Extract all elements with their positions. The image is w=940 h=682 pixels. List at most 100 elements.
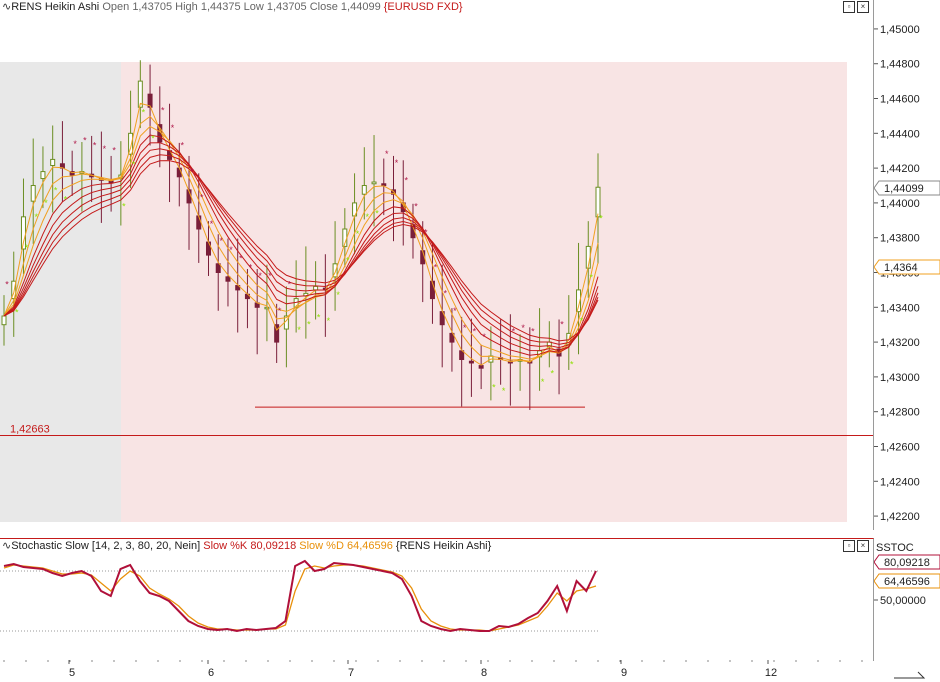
- ma-price-tag-text: 1,4364: [884, 262, 918, 274]
- moving-average-line: [3, 134, 599, 356]
- sar-marker: *: [521, 323, 525, 333]
- sar-marker: *: [44, 198, 48, 208]
- sar-marker: *: [181, 140, 185, 150]
- sar-marker: *: [73, 139, 77, 149]
- legend-high: 1,44375: [200, 1, 241, 13]
- sar-marker: *: [492, 382, 496, 392]
- restore-icon[interactable]: ▫: [843, 540, 855, 552]
- price-tick-label: 1,45000: [880, 24, 920, 36]
- sar-marker: *: [560, 320, 564, 330]
- stoch-k-tag-text: 80,09218: [884, 557, 930, 569]
- candle-body: [196, 215, 202, 230]
- candle-body: [264, 306, 270, 310]
- close-icon[interactable]: ×: [857, 1, 869, 13]
- price-tick-label: 1,43400: [880, 302, 920, 314]
- price-chart-canvas: * * * * * * * * * * * * * * * * * * * * * * * * * * * * * * * * * * * * * * * *…: [0, 60, 873, 522]
- stochastic-axis[interactable]: SSTOC 80,09218 64,46596 50,00000: [874, 538, 940, 660]
- sar-marker: *: [580, 316, 584, 326]
- price-tick-label: 1,42800: [880, 407, 920, 419]
- price-tick-label: 1,44200: [880, 163, 920, 175]
- sar-marker: *: [463, 323, 467, 333]
- close-icon[interactable]: ×: [857, 540, 869, 552]
- session-shade-pink: [121, 62, 847, 522]
- sar-marker: *: [307, 320, 311, 330]
- candle-body: [274, 324, 280, 343]
- sar-marker: *: [570, 360, 574, 370]
- resize-corner-icon[interactable]: [890, 662, 930, 682]
- sar-marker: *: [34, 212, 38, 222]
- zigzag-icon: ∿: [2, 540, 12, 552]
- candle-body: [215, 263, 221, 274]
- price-chart-pane[interactable]: ∿RENS Heikin Ashi Open 1,43705 High 1,44…: [0, 0, 874, 530]
- stoch-source: {RENS Heikin Ashi}: [395, 540, 492, 552]
- time-tick-label: 5: [69, 667, 75, 679]
- sar-marker: *: [473, 327, 477, 337]
- stoch-d-tag: 64,46596: [874, 573, 940, 589]
- legend-title: RENS Heikin Ashi: [11, 1, 100, 13]
- time-tick-label: 9: [621, 667, 627, 679]
- candle-body: [176, 167, 182, 178]
- candle-body: [595, 186, 601, 218]
- sar-marker: *: [317, 313, 321, 323]
- candle-body: [40, 171, 46, 180]
- stochastic-pane[interactable]: ∿Stochastic Slow [14, 2, 3, 80, 20, Nein…: [0, 538, 874, 661]
- moving-average-line: [3, 142, 599, 352]
- sar-marker: *: [54, 186, 58, 196]
- sar-marker: *: [171, 123, 175, 133]
- price-tick-label: 1,44000: [880, 198, 920, 210]
- moving-average-line: [3, 125, 599, 360]
- price-tick-label: 1,44600: [880, 94, 920, 106]
- sar-marker: *: [551, 368, 555, 378]
- sar-marker: *: [103, 144, 107, 154]
- sar-marker: *: [590, 273, 594, 283]
- price-tick-label: 1,42600: [880, 441, 920, 453]
- sar-marker: *: [531, 327, 535, 337]
- price-tick-label: 1,42400: [880, 476, 920, 488]
- sar-marker: *: [336, 290, 340, 300]
- candle-body: [468, 360, 474, 364]
- candle-body: [576, 289, 582, 313]
- time-axis[interactable]: 5 6 7 8 9 12: [0, 660, 873, 682]
- sar-marker: *: [502, 386, 506, 396]
- candle-body: [313, 285, 319, 291]
- stoch-k-tag: 80,09218: [874, 554, 940, 570]
- sar-marker: *: [482, 332, 486, 342]
- legend-close-label: Close: [309, 1, 338, 13]
- sar-marker: *: [512, 327, 516, 337]
- support-line-label: 1,42663: [10, 424, 50, 436]
- restore-icon[interactable]: ▫: [843, 1, 855, 13]
- sar-marker: *: [443, 288, 447, 298]
- sar-marker: *: [219, 236, 223, 246]
- stochastic-canvas: [0, 559, 598, 633]
- stoch-d-value: 64,46596: [346, 540, 393, 552]
- sar-marker: *: [64, 194, 68, 204]
- candle-body: [361, 185, 367, 195]
- sar-marker: *: [112, 146, 116, 156]
- stoch-k-tag-box: [874, 554, 940, 570]
- moving-average-line: [3, 115, 599, 362]
- stoch-tick-label: 50,00000: [880, 595, 926, 607]
- stoch-d-label: Slow %D: [299, 540, 344, 552]
- candle-body: [371, 181, 377, 185]
- sar-marker: *: [346, 255, 350, 265]
- price-axis[interactable]: 1,45000 1,44800 1,44600 1,44400 1,44200 1,440…: [874, 0, 940, 530]
- sar-marker: *: [375, 208, 379, 218]
- sar-marker: *: [190, 167, 194, 177]
- legend-open-label: Open: [102, 1, 130, 13]
- stoch-d-tag-box: [874, 573, 940, 589]
- sar-marker: *: [268, 271, 272, 281]
- sar-marker: *: [5, 280, 9, 290]
- sar-marker: *: [424, 227, 428, 237]
- sar-marker: *: [356, 229, 360, 239]
- sar-marker: *: [599, 214, 603, 224]
- time-tick-label: 6: [208, 667, 214, 679]
- candle-body: [400, 202, 406, 213]
- candle-body: [478, 365, 484, 369]
- sar-marker: *: [395, 158, 399, 168]
- sar-marker: *: [15, 308, 19, 318]
- sar-marker: *: [93, 140, 97, 150]
- current-price-tag: 1,44099: [874, 180, 940, 196]
- sar-marker: *: [453, 306, 457, 316]
- sar-marker: *: [385, 149, 389, 159]
- candle-body: [137, 80, 143, 108]
